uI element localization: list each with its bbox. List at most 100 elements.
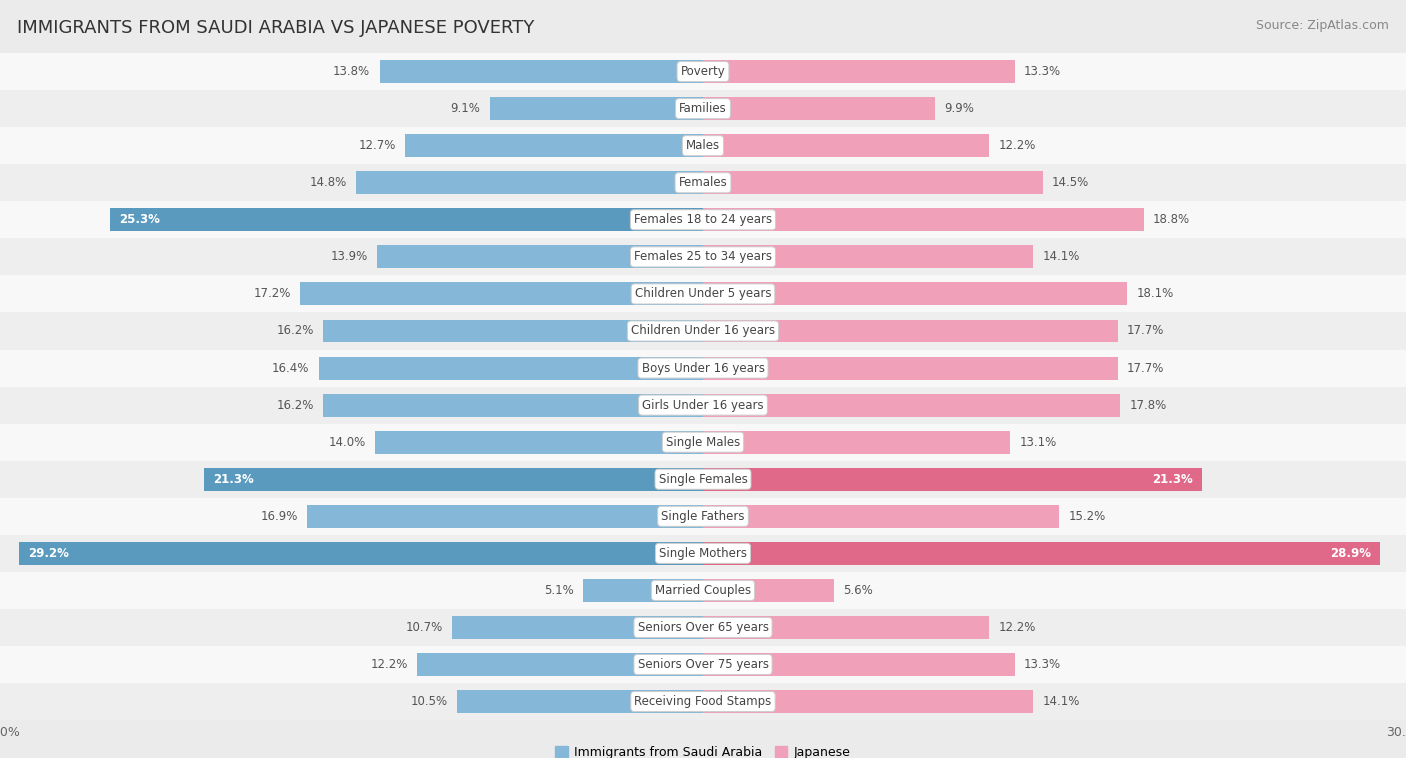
Bar: [299, 283, 703, 305]
Bar: [703, 320, 1118, 343]
Bar: [0, 683, 1406, 720]
Bar: [703, 653, 1015, 676]
Text: 17.7%: 17.7%: [1128, 362, 1164, 374]
Text: 10.5%: 10.5%: [411, 695, 447, 708]
Text: 21.3%: 21.3%: [214, 473, 254, 486]
Text: 14.0%: 14.0%: [329, 436, 366, 449]
Text: Families: Families: [679, 102, 727, 115]
Text: 13.8%: 13.8%: [333, 65, 370, 78]
Text: 18.8%: 18.8%: [1153, 213, 1189, 227]
Text: Children Under 5 years: Children Under 5 years: [634, 287, 772, 300]
Bar: [0, 53, 1406, 90]
Bar: [703, 393, 1121, 417]
Bar: [0, 461, 1406, 498]
Text: 12.2%: 12.2%: [370, 658, 408, 671]
Bar: [0, 90, 1406, 127]
Bar: [703, 505, 1059, 528]
Text: 25.3%: 25.3%: [120, 213, 160, 227]
Bar: [703, 431, 1010, 453]
Text: 16.4%: 16.4%: [271, 362, 309, 374]
Text: 13.3%: 13.3%: [1024, 65, 1062, 78]
Bar: [0, 202, 1406, 238]
Bar: [703, 134, 988, 157]
Text: 14.5%: 14.5%: [1052, 177, 1090, 190]
Text: 28.9%: 28.9%: [1330, 547, 1371, 560]
Bar: [380, 60, 703, 83]
Text: Source: ZipAtlas.com: Source: ZipAtlas.com: [1256, 19, 1389, 32]
Bar: [307, 505, 703, 528]
Bar: [204, 468, 703, 490]
Text: Boys Under 16 years: Boys Under 16 years: [641, 362, 765, 374]
Bar: [110, 208, 703, 231]
Text: 15.2%: 15.2%: [1069, 510, 1105, 523]
Text: 5.1%: 5.1%: [544, 584, 574, 597]
Text: 16.9%: 16.9%: [260, 510, 298, 523]
Bar: [323, 393, 703, 417]
Text: Single Males: Single Males: [666, 436, 740, 449]
Text: 13.1%: 13.1%: [1019, 436, 1056, 449]
Bar: [489, 97, 703, 120]
Text: Females: Females: [679, 177, 727, 190]
Text: Females 25 to 34 years: Females 25 to 34 years: [634, 250, 772, 263]
Text: 10.7%: 10.7%: [406, 621, 443, 634]
Bar: [0, 238, 1406, 275]
Bar: [703, 356, 1118, 380]
Bar: [0, 312, 1406, 349]
Bar: [703, 616, 988, 639]
Text: Poverty: Poverty: [681, 65, 725, 78]
Text: 14.8%: 14.8%: [309, 177, 347, 190]
Text: 9.1%: 9.1%: [450, 102, 481, 115]
Bar: [405, 134, 703, 157]
Bar: [453, 616, 703, 639]
Text: 5.6%: 5.6%: [844, 584, 873, 597]
Text: Married Couples: Married Couples: [655, 584, 751, 597]
Bar: [0, 387, 1406, 424]
Text: 29.2%: 29.2%: [28, 547, 69, 560]
Bar: [703, 690, 1033, 713]
Text: 13.3%: 13.3%: [1024, 658, 1062, 671]
Text: Single Females: Single Females: [658, 473, 748, 486]
Text: Females 18 to 24 years: Females 18 to 24 years: [634, 213, 772, 227]
Bar: [703, 246, 1033, 268]
Text: 18.1%: 18.1%: [1136, 287, 1174, 300]
Bar: [703, 208, 1143, 231]
Bar: [703, 468, 1202, 490]
Text: 17.8%: 17.8%: [1129, 399, 1167, 412]
Bar: [418, 653, 703, 676]
Bar: [703, 283, 1128, 305]
Bar: [0, 498, 1406, 535]
Bar: [457, 690, 703, 713]
Text: 14.1%: 14.1%: [1043, 695, 1080, 708]
Bar: [319, 356, 703, 380]
Legend: Immigrants from Saudi Arabia, Japanese: Immigrants from Saudi Arabia, Japanese: [550, 741, 856, 758]
Text: 21.3%: 21.3%: [1152, 473, 1192, 486]
Text: 12.2%: 12.2%: [998, 139, 1036, 152]
Bar: [0, 424, 1406, 461]
Bar: [356, 171, 703, 194]
Text: 12.7%: 12.7%: [359, 139, 396, 152]
Text: Girls Under 16 years: Girls Under 16 years: [643, 399, 763, 412]
Text: Children Under 16 years: Children Under 16 years: [631, 324, 775, 337]
Bar: [0, 164, 1406, 202]
Bar: [377, 246, 703, 268]
Text: Single Mothers: Single Mothers: [659, 547, 747, 560]
Bar: [703, 171, 1043, 194]
Bar: [703, 579, 834, 602]
Text: 16.2%: 16.2%: [277, 399, 314, 412]
Text: 16.2%: 16.2%: [277, 324, 314, 337]
Bar: [703, 60, 1015, 83]
Text: 14.1%: 14.1%: [1043, 250, 1080, 263]
Text: Seniors Over 65 years: Seniors Over 65 years: [637, 621, 769, 634]
Text: Single Fathers: Single Fathers: [661, 510, 745, 523]
Bar: [0, 535, 1406, 572]
Bar: [0, 349, 1406, 387]
Text: 13.9%: 13.9%: [330, 250, 368, 263]
Bar: [0, 646, 1406, 683]
Bar: [18, 542, 703, 565]
Text: 12.2%: 12.2%: [998, 621, 1036, 634]
Text: IMMIGRANTS FROM SAUDI ARABIA VS JAPANESE POVERTY: IMMIGRANTS FROM SAUDI ARABIA VS JAPANESE…: [17, 19, 534, 37]
Text: Seniors Over 75 years: Seniors Over 75 years: [637, 658, 769, 671]
Bar: [703, 542, 1381, 565]
Bar: [323, 320, 703, 343]
Bar: [583, 579, 703, 602]
